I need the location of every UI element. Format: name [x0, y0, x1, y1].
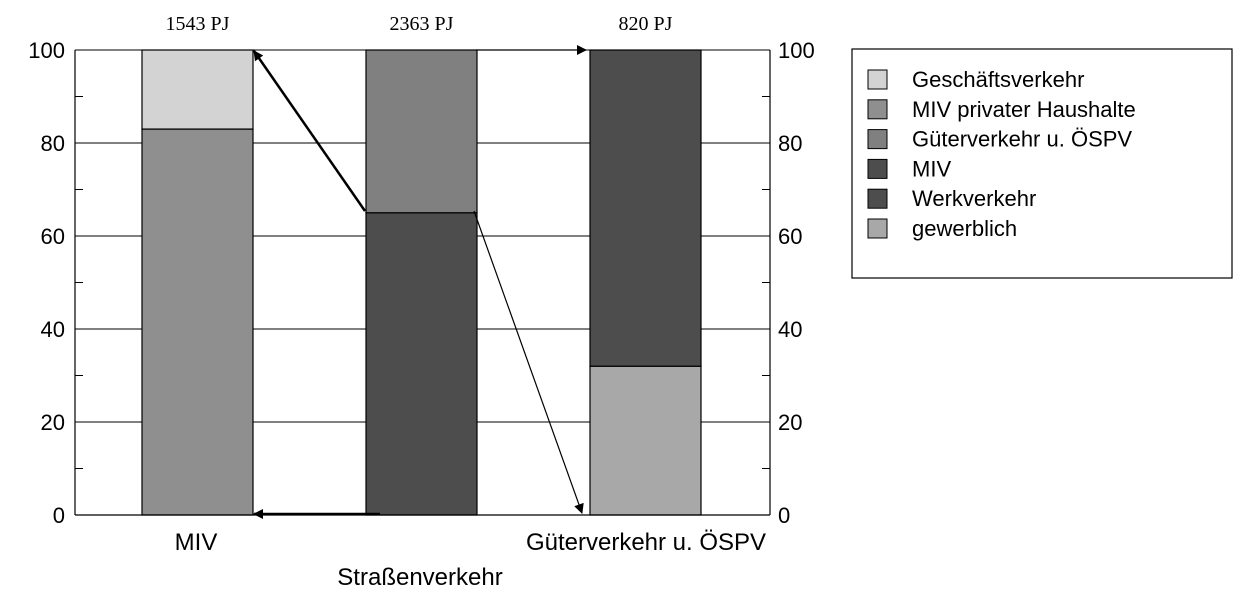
legend-swatch-4 [867, 188, 888, 209]
y-tick-right: 0 [778, 503, 790, 528]
legend-swatch-1 [867, 99, 888, 120]
y-tick-left: 80 [41, 131, 65, 156]
flow-arrows [252, 45, 587, 519]
left-y-axis-ticks: 0 20 40 60 80 100 [28, 38, 65, 528]
legend-label-5: gewerblich [912, 216, 1017, 241]
legend-swatch-0 [867, 69, 888, 90]
y-tick-left: 20 [41, 410, 65, 435]
bar-total-1: 2363 PJ [390, 13, 454, 35]
bar-segment-2-5 [589, 365, 702, 516]
axes [74, 50, 771, 516]
y-tick-left: 100 [28, 38, 65, 63]
legend-label-0: Geschäftsverkehr [912, 67, 1084, 92]
category-label-0: MIV [175, 529, 218, 556]
bar-total-0: 1543 PJ [166, 13, 230, 35]
category-label-2: Güterverkehr u. ÖSPV [526, 529, 766, 556]
bar-segment-0-0 [141, 49, 254, 130]
y-tick-right: 100 [778, 38, 815, 63]
legend-label-3: MIV [912, 156, 951, 181]
category-label-1: Straßenverkehr [337, 564, 502, 590]
bar-total-labels: 1543 PJ 2363 PJ 820 PJ [166, 13, 673, 35]
arrow-to-gueter-bottom [473, 210, 584, 514]
y-tick-right: 80 [778, 131, 802, 156]
bar-segment-0-1 [141, 128, 254, 516]
y-tick-left: 0 [53, 503, 65, 528]
arrow-to-miv-top [252, 50, 367, 212]
legend-label-2: Güterverkehr u. ÖSPV [912, 127, 1132, 152]
y-tick-left: 60 [41, 224, 65, 249]
legend-swatch-3 [867, 158, 888, 179]
category-labels: MIV Straßenverkehr Güterverkehr u. ÖSPV [175, 529, 766, 590]
legend-label-1: MIV privater Haushalte [912, 97, 1136, 122]
y-tick-right: 60 [778, 224, 802, 249]
bars-group [141, 49, 702, 516]
y-tick-right: 40 [778, 317, 802, 342]
legend-swatch-5 [867, 218, 888, 239]
legend-box [851, 48, 1233, 279]
legend-label-4: Werkverkehr [912, 186, 1036, 211]
bar-segment-1-3 [365, 212, 478, 516]
bar-segment-2-4 [589, 49, 702, 367]
bar-segment-1-2 [365, 49, 478, 214]
y-tick-left: 40 [41, 317, 65, 342]
legend: Geschäftsverkehr MIV privater Haushalte Gü… [851, 48, 1233, 279]
y-tick-right: 20 [778, 410, 802, 435]
legend-swatch-2 [867, 129, 888, 150]
right-y-axis-ticks: 0 20 40 60 80 100 [778, 38, 815, 528]
bar-total-2: 820 PJ [619, 13, 673, 35]
